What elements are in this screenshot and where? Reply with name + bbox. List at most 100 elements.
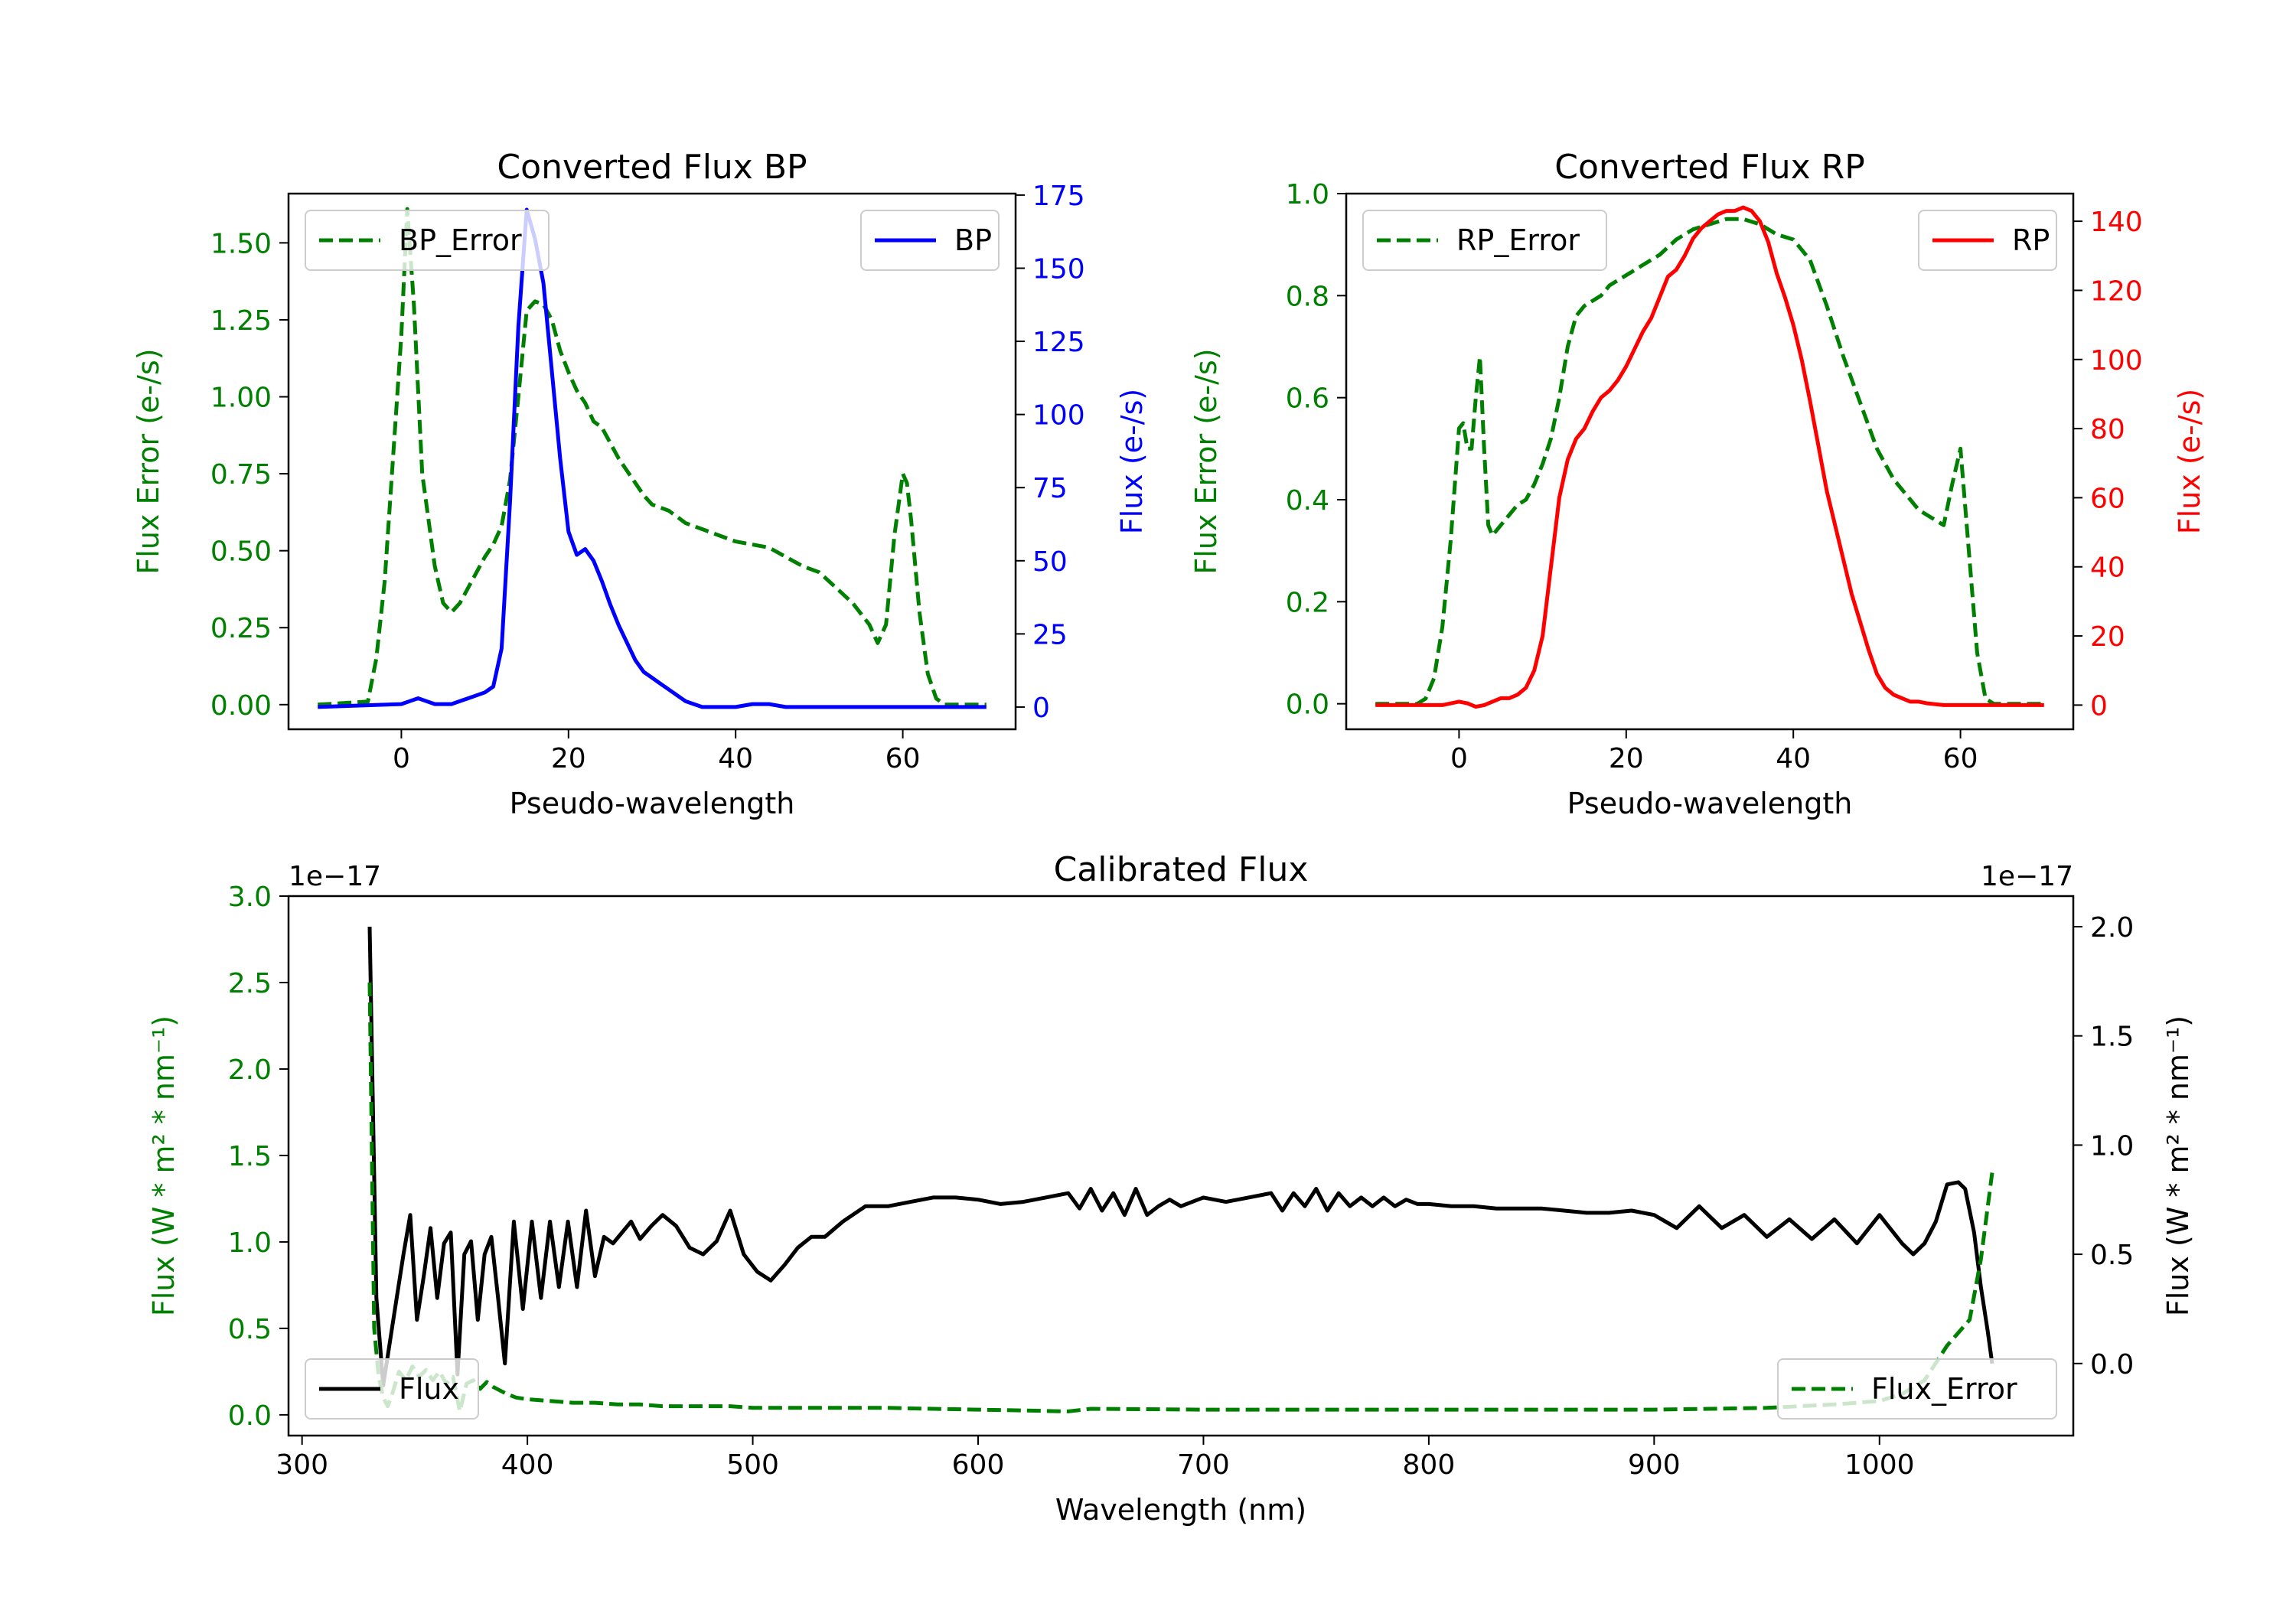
x-tick-label: 600	[952, 1449, 1005, 1481]
y-right-tick-label: 0	[2090, 690, 2108, 722]
y-left-tick-label: 0.75	[210, 459, 272, 491]
y-left-tick-label: 2.5	[228, 968, 272, 999]
legend-label: BP_Error	[399, 223, 522, 257]
bp-subplot: 0 20 40 60 0.00 0.25 0.50 0.75 1.00 1.25 1.50 0 25 50…	[132, 148, 1149, 820]
legend-label: RP	[2012, 223, 2050, 257]
y-right-tick-label: 50	[1032, 546, 1068, 578]
y-right-axis-label: Flux (e-/s)	[2173, 389, 2206, 534]
y-left-tick-label: 0.0	[1286, 689, 1329, 721]
y-left-tick-label: 0.8	[1286, 281, 1329, 312]
legend-bp: BP	[860, 210, 1000, 271]
y-right-tick-label: 0.5	[2090, 1240, 2134, 1271]
y-left-tick-label: 0.5	[228, 1314, 272, 1345]
y-right-tick-label: 0	[1032, 693, 1050, 724]
rp-subplot: 0 20 40 60 0.0 0.2 0.4 0.6 0.8 1.0 0 20 40 60 80 100 120…	[1189, 148, 2206, 820]
x-tick-label: 700	[1177, 1449, 1230, 1481]
legend-flux: Flux	[305, 1358, 479, 1420]
x-axis-label: Wavelength (nm)	[1055, 1493, 1306, 1527]
y-left-tick-label: 0.25	[210, 613, 272, 644]
y-right-tick-label: 175	[1032, 181, 1085, 212]
y-left-axis-label: Flux Error (e-/s)	[132, 348, 165, 574]
y-left-tick-label: 1.0	[228, 1227, 272, 1259]
y-left-offset-text: 1e−17	[289, 861, 381, 892]
calibrated-title: Calibrated Flux	[1054, 850, 1309, 889]
legend-label: RP_Error	[1456, 223, 1580, 257]
x-tick-label: 500	[726, 1449, 779, 1481]
y-right-tick-label: 60	[2090, 483, 2125, 514]
y-right-tick-label: 2.0	[2090, 912, 2134, 944]
x-tick-label: 20	[551, 743, 586, 774]
y-left-tick-label: 1.25	[210, 305, 272, 337]
y-left-tick-label: 2.0	[228, 1054, 272, 1086]
x-tick-label: 300	[276, 1449, 328, 1481]
y-right-tick-label: 40	[2090, 553, 2125, 584]
y-left-tick-label: 0.00	[210, 690, 272, 722]
x-tick-label: 800	[1403, 1449, 1456, 1481]
y-left-tick-label: 3.0	[228, 882, 272, 913]
legend-label: BP	[954, 223, 992, 257]
calibrated-axes-frame	[287, 895, 2075, 1437]
bp-error-line	[318, 207, 987, 707]
legend-rp: RP	[1918, 210, 2057, 271]
y-right-tick-label: 140	[2090, 207, 2143, 238]
x-tick-label: 0	[393, 743, 410, 774]
legend-flux-error: Flux_Error	[1777, 1358, 2057, 1420]
y-right-tick-label: 100	[1032, 400, 1085, 432]
x-tick-label: 20	[1609, 743, 1644, 774]
legend-bp-error: BP_Error	[305, 210, 550, 271]
y-left-tick-label: 0.6	[1286, 383, 1329, 415]
legend-box	[305, 210, 550, 271]
x-tick-label: 40	[1776, 743, 1811, 774]
x-axis-label: Pseudo-wavelength	[1567, 787, 1853, 820]
calibrated-subplot: 300 400 500 600 700 800 900 1000 0.0 0.5 1.0 1.5 2.0…	[147, 850, 2195, 1527]
y-right-axis-label: Flux (W * m² * nm⁻¹)	[2161, 1015, 2195, 1316]
y-left-tick-label: 1.00	[210, 383, 272, 414]
x-tick-label: 40	[718, 743, 753, 774]
bp-title: Converted Flux BP	[497, 148, 807, 187]
flux-error-line	[367, 982, 1994, 1413]
x-tick-label: 400	[501, 1449, 554, 1481]
legend-box	[1777, 1358, 2057, 1420]
legend-label: Flux_Error	[1871, 1372, 2017, 1406]
x-axis-label: Pseudo-wavelength	[510, 787, 795, 820]
y-left-tick-label: 0.2	[1286, 587, 1329, 618]
legend-box	[1362, 210, 1607, 271]
flux-line	[367, 926, 1994, 1387]
rp-axes-frame	[1345, 192, 2075, 731]
rp-title: Converted Flux RP	[1554, 148, 1865, 187]
y-right-tick-label: 1.0	[2090, 1130, 2134, 1162]
x-tick-label: 60	[1943, 743, 1978, 774]
rp-error-line	[1375, 217, 2044, 706]
y-left-tick-label: 0.0	[228, 1400, 272, 1432]
y-left-tick-label: 1.0	[1286, 179, 1329, 210]
x-tick-label: 1000	[1844, 1449, 1915, 1481]
y-right-tick-label: 75	[1032, 473, 1068, 504]
rp-line	[1375, 205, 2044, 709]
y-left-axis-label: Flux (W * m² * nm⁻¹)	[147, 1015, 181, 1316]
y-right-tick-label: 120	[2090, 275, 2143, 307]
y-left-tick-label: 0.4	[1286, 485, 1329, 517]
legend-rp-error: RP_Error	[1362, 210, 1607, 271]
y-right-offset-text: 1e−17	[1981, 861, 2073, 892]
y-right-tick-label: 1.5	[2090, 1022, 2134, 1053]
legend-label: Flux	[399, 1372, 459, 1406]
y-right-tick-label: 20	[2090, 621, 2125, 653]
x-tick-label: 900	[1628, 1449, 1681, 1481]
y-left-axis-label: Flux Error (e-/s)	[1189, 348, 1223, 574]
y-right-axis-label: Flux (e-/s)	[1115, 389, 1149, 534]
legend-box	[305, 1358, 479, 1420]
y-right-tick-label: 0.0	[2090, 1349, 2134, 1380]
y-left-tick-label: 1.50	[210, 228, 272, 259]
y-right-tick-label: 80	[2090, 414, 2125, 445]
y-right-tick-label: 125	[1032, 327, 1085, 358]
y-right-tick-label: 150	[1032, 253, 1085, 285]
bp-line	[318, 207, 987, 709]
y-right-tick-label: 25	[1032, 619, 1068, 650]
y-left-tick-label: 0.50	[210, 536, 272, 568]
y-right-tick-label: 100	[2090, 345, 2143, 376]
y-left-tick-label: 1.5	[228, 1141, 272, 1172]
x-tick-label: 0	[1450, 743, 1468, 774]
bp-axes-frame	[287, 192, 1017, 731]
x-tick-label: 60	[885, 743, 921, 774]
